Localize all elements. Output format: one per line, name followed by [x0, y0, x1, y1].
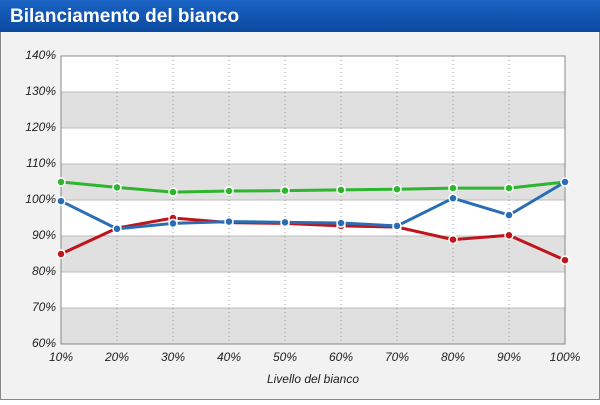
- data-point: [280, 217, 290, 228]
- data-point: [448, 183, 458, 193]
- y-tick-label: 70%: [32, 300, 56, 314]
- chart-title: Bilanciamento del bianco: [10, 6, 239, 27]
- series-line: [60, 180, 566, 231]
- y-tick-label: 140%: [25, 48, 56, 62]
- series-line: [60, 216, 566, 262]
- data-point: [224, 216, 234, 227]
- grid-band: [61, 92, 565, 128]
- y-tick-label: 100%: [25, 192, 56, 206]
- y-tick-label: 120%: [25, 120, 56, 134]
- data-point: [168, 187, 178, 197]
- x-tick-label: 10%: [49, 350, 73, 364]
- y-tick-label: 60%: [32, 336, 56, 350]
- x-tick-label: 30%: [161, 350, 185, 364]
- data-point: [168, 218, 178, 229]
- plot: 60% 70% 80% 90% 100% 110% 120% 130% 140% 10% 20% 30…: [25, 48, 580, 364]
- data-point: [56, 177, 66, 187]
- x-tick-label: 50%: [273, 350, 297, 364]
- x-tick-label: 70%: [385, 350, 409, 364]
- y-tick-label: 80%: [32, 264, 56, 278]
- data-point: [448, 234, 458, 245]
- y-tick-label: 110%: [26, 156, 56, 170]
- x-tick-label: 80%: [441, 350, 465, 364]
- data-point: [112, 224, 122, 234]
- data-point: [392, 184, 402, 194]
- data-point: [504, 230, 514, 241]
- data-point: [392, 221, 402, 231]
- data-point: [504, 210, 514, 220]
- data-point: [560, 177, 570, 187]
- grid-band: [61, 164, 565, 200]
- grid-band: [61, 308, 565, 344]
- data-point: [224, 186, 234, 196]
- data-point: [56, 249, 66, 259]
- header: [0, 0, 600, 32]
- x-tick-label: 100%: [550, 350, 581, 364]
- y-tick-label: 90%: [32, 228, 56, 242]
- x-tick-label: 20%: [104, 350, 129, 364]
- data-point: [336, 185, 346, 195]
- y-tick-label: 130%: [25, 84, 56, 98]
- data-point: [336, 218, 346, 228]
- series-line: [60, 180, 566, 194]
- x-axis-label: Livello del bianco: [267, 372, 359, 386]
- x-tick-label: 60%: [329, 350, 353, 364]
- data-point: [504, 183, 514, 193]
- data-point: [112, 182, 122, 193]
- data-point: [280, 185, 290, 196]
- data-point: [56, 196, 66, 206]
- x-tick-label: 40%: [217, 350, 241, 364]
- grid-band: [61, 236, 565, 272]
- data-point: [560, 255, 570, 265]
- x-tick-label: 90%: [497, 350, 521, 364]
- data-point: [448, 193, 458, 203]
